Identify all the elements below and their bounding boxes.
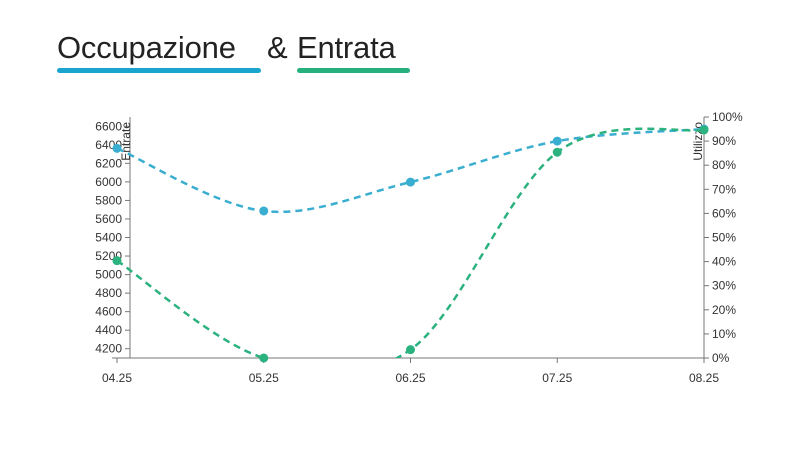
series-1-point (112, 256, 122, 266)
y-left-tick-label: 4600 (95, 305, 122, 319)
x-tick-label: 04.25 (102, 371, 132, 385)
y-left-tick-label: 4200 (95, 342, 122, 356)
y-right-tick-label: 90% (712, 134, 736, 148)
series-0-point (112, 143, 122, 153)
y-left-tick-label: 6000 (95, 175, 122, 189)
y-right-tick-label: 50% (712, 231, 736, 245)
y-right-tick-label: 30% (712, 279, 736, 293)
y-left-tick-label: 5800 (95, 193, 122, 207)
series-0-point (259, 206, 269, 216)
title-underline-occupazione (57, 68, 261, 73)
y-right-tick-label: 60% (712, 206, 736, 220)
y-left-tick-label: 5600 (95, 212, 122, 226)
y-left-tick-label: 4400 (95, 323, 122, 337)
series-1-point (259, 353, 269, 363)
y-left-tick-label: 6600 (95, 119, 122, 133)
series-0-line (116, 127, 705, 214)
y-right-tick-label: 80% (712, 158, 736, 172)
series-1-group (116, 127, 705, 358)
y-right-tick-label: 20% (712, 303, 736, 317)
series-0-point (552, 136, 562, 146)
y-left-tick-label: 5400 (95, 231, 122, 245)
x-tick-label: 06.25 (395, 371, 425, 385)
x-tick-label: 08.25 (689, 371, 719, 385)
title-underline-entrata (297, 68, 410, 73)
y-right-tick-label: 40% (712, 255, 736, 269)
series-1-line (116, 127, 705, 358)
y-right-tick-label: 0% (712, 351, 730, 365)
series-0-group (116, 127, 705, 214)
y-left-tick-label: 5000 (95, 268, 122, 282)
x-tick-label: 07.25 (542, 371, 572, 385)
y-right-tick-label: 100% (712, 110, 743, 124)
series-1-point (406, 345, 415, 355)
title-entrata: Entrata (297, 30, 396, 65)
series-1-point (699, 125, 709, 135)
series-0-point (406, 177, 415, 187)
y-left-tick-label: 6200 (95, 156, 122, 170)
series-1-point (552, 147, 562, 157)
y-right-tick-label: 10% (712, 327, 736, 341)
title-ampersand: & (267, 30, 288, 65)
y-left-tick-label: 4800 (95, 286, 122, 300)
x-tick-label: 05.25 (249, 371, 279, 385)
title-occupazione: Occupazione (57, 30, 236, 65)
y-right-tick-label: 70% (712, 182, 736, 196)
